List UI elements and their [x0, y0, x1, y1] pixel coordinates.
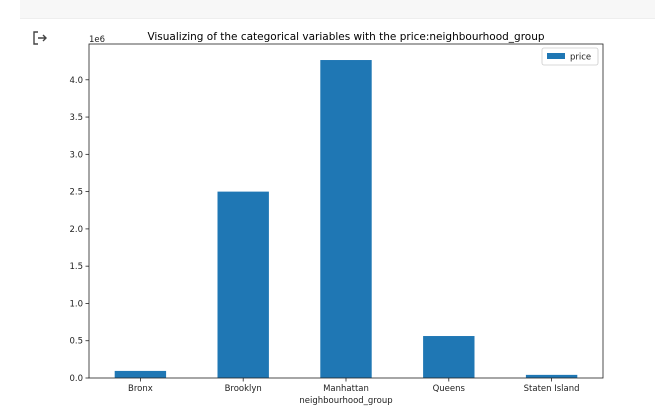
bar-manhattan — [320, 60, 372, 378]
legend-label: price — [570, 53, 591, 63]
y-tick-label: 0.0 — [69, 374, 83, 384]
legend-box — [541, 47, 599, 66]
legend-swatch — [547, 53, 565, 59]
bar-staten-island — [525, 374, 578, 378]
legend: price — [541, 47, 599, 66]
x-tick-label: Staten Island — [524, 384, 580, 394]
y-axis-offset-text: 1e6 — [89, 35, 105, 45]
output-redirect-icon[interactable] — [32, 30, 48, 46]
y-tick-label: 3.5 — [69, 113, 83, 123]
x-axis: Bronx Brooklyn Manhattan Queens Staten Islan… — [128, 378, 580, 394]
bar-bronx — [114, 370, 167, 378]
bars-layer — [114, 60, 578, 378]
x-tick-label: Queens — [433, 384, 466, 394]
cell-header-bar — [20, 0, 655, 19]
x-axis-label: neighbourhood_group — [299, 396, 392, 406]
x-tick-label: Bronx — [128, 384, 153, 394]
y-axis: 0.0 0.5 1.0 1.5 2.0 2.5 3.0 3.5 4.0 — [69, 76, 89, 384]
y-tick-label: 3.0 — [69, 150, 83, 160]
bar-brooklyn — [217, 191, 269, 378]
bar-queens — [423, 336, 475, 378]
y-tick-label: 0.5 — [69, 337, 83, 347]
chart-title: Visualizing of the categorical variables… — [147, 31, 544, 43]
y-tick-label: 1.0 — [69, 299, 83, 309]
plot-frame — [88, 43, 604, 379]
y-tick-label: 2.5 — [69, 188, 83, 198]
x-tick-label: Manhattan — [323, 384, 369, 394]
y-tick-label: 2.0 — [69, 225, 83, 235]
x-tick-label: Brooklyn — [225, 384, 262, 394]
y-tick-label: 4.0 — [69, 76, 83, 86]
y-tick-label: 1.5 — [69, 262, 83, 272]
